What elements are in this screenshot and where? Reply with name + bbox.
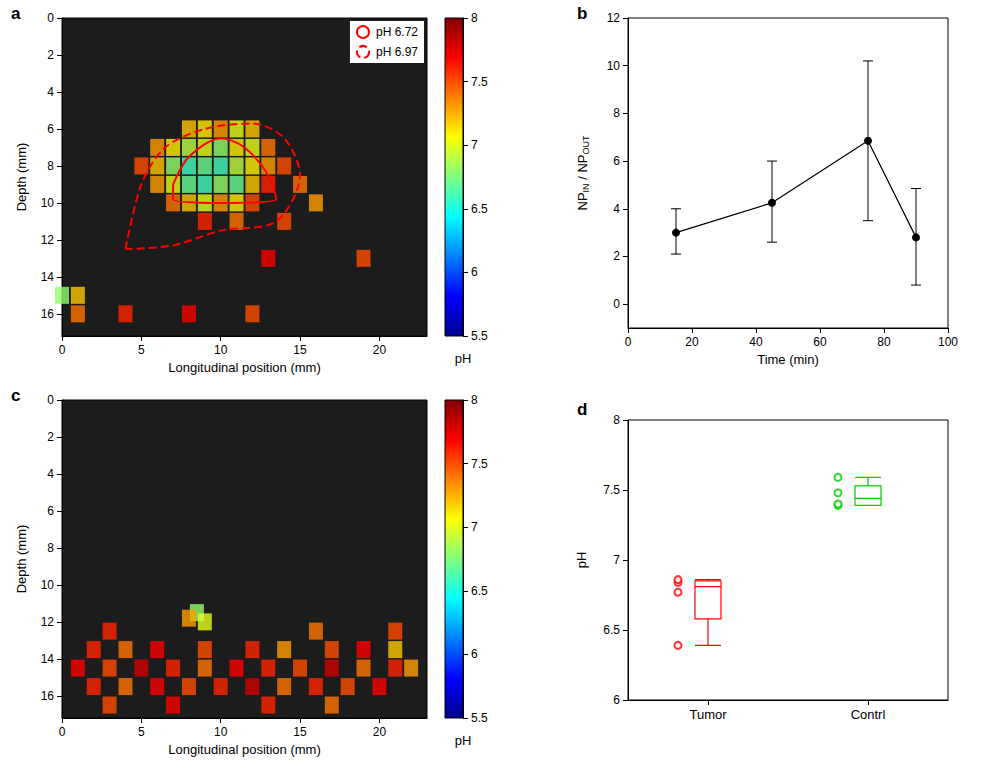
svg-text:8: 8 bbox=[613, 413, 620, 427]
svg-text:6: 6 bbox=[47, 122, 54, 136]
svg-text:12: 12 bbox=[41, 615, 55, 629]
svg-text:7.5: 7.5 bbox=[471, 75, 488, 89]
svg-text:Depth (mm): Depth (mm) bbox=[14, 525, 29, 594]
svg-text:6: 6 bbox=[471, 647, 478, 661]
svg-text:10: 10 bbox=[214, 725, 228, 739]
svg-text:7: 7 bbox=[613, 553, 620, 567]
svg-text:6: 6 bbox=[613, 154, 620, 168]
svg-text:0: 0 bbox=[625, 335, 632, 349]
svg-text:16: 16 bbox=[41, 307, 55, 321]
svg-text:pH 6.97: pH 6.97 bbox=[376, 45, 418, 59]
svg-text:4: 4 bbox=[47, 85, 54, 99]
svg-text:20: 20 bbox=[373, 343, 387, 357]
svg-text:8: 8 bbox=[47, 159, 54, 173]
svg-text:6: 6 bbox=[471, 265, 478, 279]
svg-text:60: 60 bbox=[813, 335, 827, 349]
svg-text:0: 0 bbox=[59, 343, 66, 357]
svg-text:5.5: 5.5 bbox=[471, 329, 488, 343]
svg-text:6: 6 bbox=[613, 693, 620, 707]
svg-text:OUT: OUT bbox=[581, 135, 591, 155]
svg-text:5: 5 bbox=[138, 343, 145, 357]
svg-text:10: 10 bbox=[607, 59, 621, 73]
svg-text:2: 2 bbox=[47, 430, 54, 444]
svg-text:20: 20 bbox=[373, 725, 387, 739]
svg-text:Longitudinal position (mm): Longitudinal position (mm) bbox=[168, 742, 320, 757]
svg-text:10: 10 bbox=[214, 343, 228, 357]
svg-text:Time (min): Time (min) bbox=[757, 352, 819, 367]
svg-text:12: 12 bbox=[607, 11, 621, 25]
svg-text:IN: IN bbox=[581, 183, 591, 192]
svg-text:14: 14 bbox=[41, 652, 55, 666]
svg-text:pH: pH bbox=[574, 552, 589, 569]
svg-text:NP: NP bbox=[575, 192, 590, 210]
svg-text:16: 16 bbox=[41, 689, 55, 703]
svg-text:8: 8 bbox=[47, 541, 54, 555]
svg-text:0: 0 bbox=[47, 393, 54, 407]
svg-text:7.5: 7.5 bbox=[603, 483, 620, 497]
svg-text:15: 15 bbox=[293, 343, 307, 357]
svg-text:2: 2 bbox=[47, 48, 54, 62]
svg-text:7: 7 bbox=[471, 520, 478, 534]
svg-text:0: 0 bbox=[613, 297, 620, 311]
svg-text:5: 5 bbox=[138, 725, 145, 739]
svg-text:pH 6.72: pH 6.72 bbox=[376, 25, 418, 39]
svg-text:6.5: 6.5 bbox=[471, 584, 488, 598]
svg-text:6.5: 6.5 bbox=[471, 202, 488, 216]
svg-text:7: 7 bbox=[471, 138, 478, 152]
svg-text:10: 10 bbox=[41, 578, 55, 592]
svg-text:0: 0 bbox=[59, 725, 66, 739]
svg-text:4: 4 bbox=[47, 467, 54, 481]
svg-text:20: 20 bbox=[685, 335, 699, 349]
svg-text:Longitudinal position (mm): Longitudinal position (mm) bbox=[168, 360, 320, 375]
svg-text:12: 12 bbox=[41, 233, 55, 247]
svg-text:Contrl: Contrl bbox=[851, 707, 886, 722]
svg-text:pH: pH bbox=[455, 733, 472, 748]
svg-text:d: d bbox=[577, 400, 587, 419]
svg-text:a: a bbox=[11, 4, 21, 23]
svg-text:100: 100 bbox=[938, 335, 958, 349]
svg-text:7.5: 7.5 bbox=[471, 457, 488, 471]
svg-text:40: 40 bbox=[749, 335, 763, 349]
svg-text:14: 14 bbox=[41, 270, 55, 284]
svg-text:8: 8 bbox=[471, 11, 478, 25]
svg-text:6: 6 bbox=[47, 504, 54, 518]
svg-text:80: 80 bbox=[877, 335, 891, 349]
svg-text:8: 8 bbox=[613, 106, 620, 120]
svg-text:15: 15 bbox=[293, 725, 307, 739]
svg-text:b: b bbox=[577, 4, 587, 23]
svg-text:4: 4 bbox=[613, 202, 620, 216]
svg-text:c: c bbox=[11, 386, 20, 405]
svg-text:5.5: 5.5 bbox=[471, 711, 488, 725]
svg-text:Tumor: Tumor bbox=[689, 707, 727, 722]
svg-text:pH: pH bbox=[455, 351, 472, 366]
svg-text:0: 0 bbox=[47, 11, 54, 25]
svg-text:Depth (mm): Depth (mm) bbox=[14, 143, 29, 212]
svg-text:2: 2 bbox=[613, 249, 620, 263]
svg-text:/ NP: / NP bbox=[575, 155, 590, 184]
svg-text:8: 8 bbox=[471, 393, 478, 407]
svg-text:10: 10 bbox=[41, 196, 55, 210]
svg-text:6.5: 6.5 bbox=[603, 623, 620, 637]
